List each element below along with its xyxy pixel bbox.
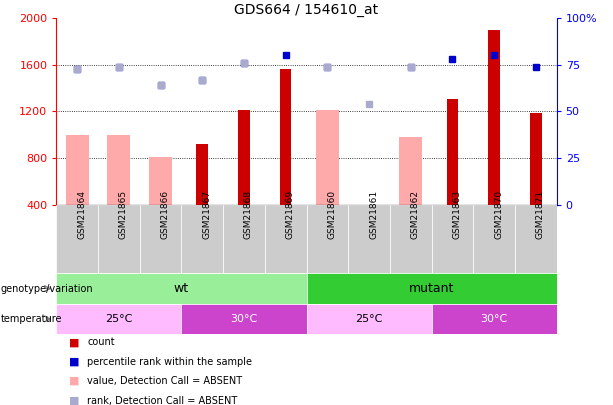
Bar [306, 273, 557, 304]
Bar [316, 110, 339, 205]
Bar [390, 205, 432, 273]
Text: value, Detection Call = ABSENT: value, Detection Call = ABSENT [87, 376, 242, 386]
Bar [515, 205, 557, 273]
Bar [66, 134, 89, 205]
Bar [306, 205, 348, 273]
Bar [196, 144, 208, 205]
Text: GSM21865: GSM21865 [119, 190, 128, 239]
Text: GSM21860: GSM21860 [327, 190, 337, 239]
Bar [280, 70, 292, 205]
Bar [181, 304, 306, 334]
Bar [107, 134, 131, 205]
Bar [98, 205, 140, 273]
Bar [432, 205, 473, 273]
Text: GSM21864: GSM21864 [77, 190, 86, 239]
Bar [238, 110, 250, 205]
Text: GSM21863: GSM21863 [452, 190, 462, 239]
Text: GSM21866: GSM21866 [161, 190, 170, 239]
Text: ■: ■ [69, 357, 79, 367]
Bar [56, 273, 306, 304]
Bar [56, 304, 181, 334]
Bar [140, 205, 181, 273]
Bar [530, 113, 542, 205]
Bar [306, 304, 432, 334]
Text: GSM21869: GSM21869 [286, 190, 295, 239]
Text: wt: wt [174, 282, 189, 295]
Bar [223, 205, 265, 273]
Text: 30°C: 30°C [481, 314, 508, 324]
Text: 25°C: 25°C [356, 314, 383, 324]
Text: 30°C: 30°C [230, 314, 257, 324]
Text: ■: ■ [69, 396, 79, 405]
Bar [488, 30, 500, 205]
Text: percentile rank within the sample: percentile rank within the sample [87, 357, 252, 367]
Text: GSM21861: GSM21861 [369, 190, 378, 239]
Bar [149, 157, 172, 205]
Bar [348, 205, 390, 273]
Text: mutant: mutant [409, 282, 454, 295]
Text: ■: ■ [69, 337, 79, 347]
Bar [56, 205, 98, 273]
Bar [432, 304, 557, 334]
Text: GSM21867: GSM21867 [202, 190, 211, 239]
Text: GSM21862: GSM21862 [411, 190, 420, 239]
Text: ■: ■ [69, 376, 79, 386]
Text: GSM21871: GSM21871 [536, 190, 545, 239]
Text: genotype/variation: genotype/variation [1, 284, 93, 294]
Bar [265, 205, 306, 273]
Text: rank, Detection Call = ABSENT: rank, Detection Call = ABSENT [87, 396, 237, 405]
Bar [446, 98, 459, 205]
Text: GSM21870: GSM21870 [494, 190, 503, 239]
Bar [473, 205, 515, 273]
Text: count: count [87, 337, 115, 347]
Text: GSM21868: GSM21868 [244, 190, 253, 239]
Bar [181, 205, 223, 273]
Title: GDS664 / 154610_at: GDS664 / 154610_at [234, 3, 379, 17]
Bar [399, 137, 422, 205]
Text: temperature: temperature [1, 314, 62, 324]
Text: 25°C: 25°C [105, 314, 132, 324]
